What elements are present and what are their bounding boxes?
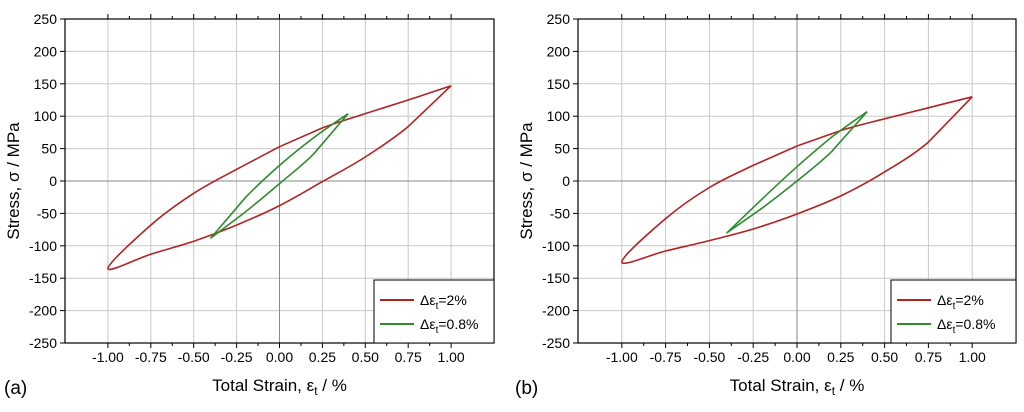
legend-box [890, 279, 1017, 344]
y-tick-label: 200 [547, 43, 571, 59]
y-tick-label: 100 [547, 108, 571, 124]
chart-panel-2: -1.00 -0.75 -0.50 -0.25 0.00 0.25 0.50 0.75 1.00… [515, 11, 1017, 399]
y-tick-label: -100 [542, 238, 570, 254]
x-tick-label: -0.25 [221, 349, 253, 365]
panel-label: (a) [4, 378, 27, 399]
y-tick-label: 250 [34, 11, 58, 27]
series-line-strain-0-8pct [726, 111, 868, 234]
x-tick-label: 0.50 [352, 349, 379, 365]
chart-panel-1: -1.00 -0.75 -0.50 -0.25 0.00 0.25 0.50 0.75 1.00… [4, 11, 495, 399]
y-axis-title: Stress, σ / MPa [517, 122, 536, 240]
y-tick-label: 200 [34, 43, 58, 59]
y-tick-label: -150 [29, 270, 57, 286]
x-tick-label: -0.50 [693, 349, 725, 365]
y-tick-label: 0 [49, 173, 57, 189]
y-tick-label: 150 [34, 76, 58, 92]
x-tick-label: 1.00 [437, 349, 464, 365]
y-tick-label: -150 [542, 270, 570, 286]
x-tick-label: -1.00 [606, 349, 638, 365]
y-tick-label: -100 [29, 238, 57, 254]
x-tick-label: 1.00 [959, 349, 986, 365]
y-tick-label: 50 [41, 141, 57, 157]
legend-box [373, 279, 495, 344]
y-tick-label: 100 [34, 108, 58, 124]
y-tick-label: -250 [542, 335, 570, 351]
x-tick-label: -0.50 [178, 349, 210, 365]
legend-label: Δεt=2% [937, 292, 984, 312]
x-tick-label: 0.00 [266, 349, 293, 365]
y-tick-label: 50 [554, 141, 570, 157]
y-tick-label: -200 [29, 303, 57, 319]
x-tick-label: 0.75 [395, 349, 422, 365]
x-tick-label: 0.75 [915, 349, 942, 365]
y-tick-label: -200 [542, 303, 570, 319]
x-tick-label: -0.25 [737, 349, 769, 365]
y-axis-title: Stress, σ / MPa [4, 122, 23, 240]
x-tick-label: 0.25 [309, 349, 336, 365]
y-tick-label: -250 [29, 335, 57, 351]
y-tick-label: -50 [550, 205, 570, 221]
y-tick-label: 0 [562, 173, 570, 189]
y-tick-label: 250 [547, 11, 571, 27]
legend-label: Δεt=0.8% [420, 316, 478, 336]
y-tick-label: -50 [37, 205, 57, 221]
x-tick-label: 0.25 [827, 349, 854, 365]
panel-label: (b) [515, 378, 538, 399]
x-tick-label: -0.75 [135, 349, 167, 365]
x-axis-title: Total Strain, εt / % [730, 376, 865, 398]
y-tick-label: 150 [547, 76, 571, 92]
series-line-strain-0-8pct [210, 112, 349, 239]
legend-label: Δεt=0.8% [937, 316, 995, 336]
x-tick-label: 0.00 [783, 349, 810, 365]
x-tick-label: -0.75 [650, 349, 682, 365]
legend-label: Δεt=2% [420, 292, 467, 312]
x-tick-label: -1.00 [92, 349, 124, 365]
x-tick-label: 0.50 [871, 349, 898, 365]
x-axis-title: Total Strain, εt / % [212, 376, 347, 398]
